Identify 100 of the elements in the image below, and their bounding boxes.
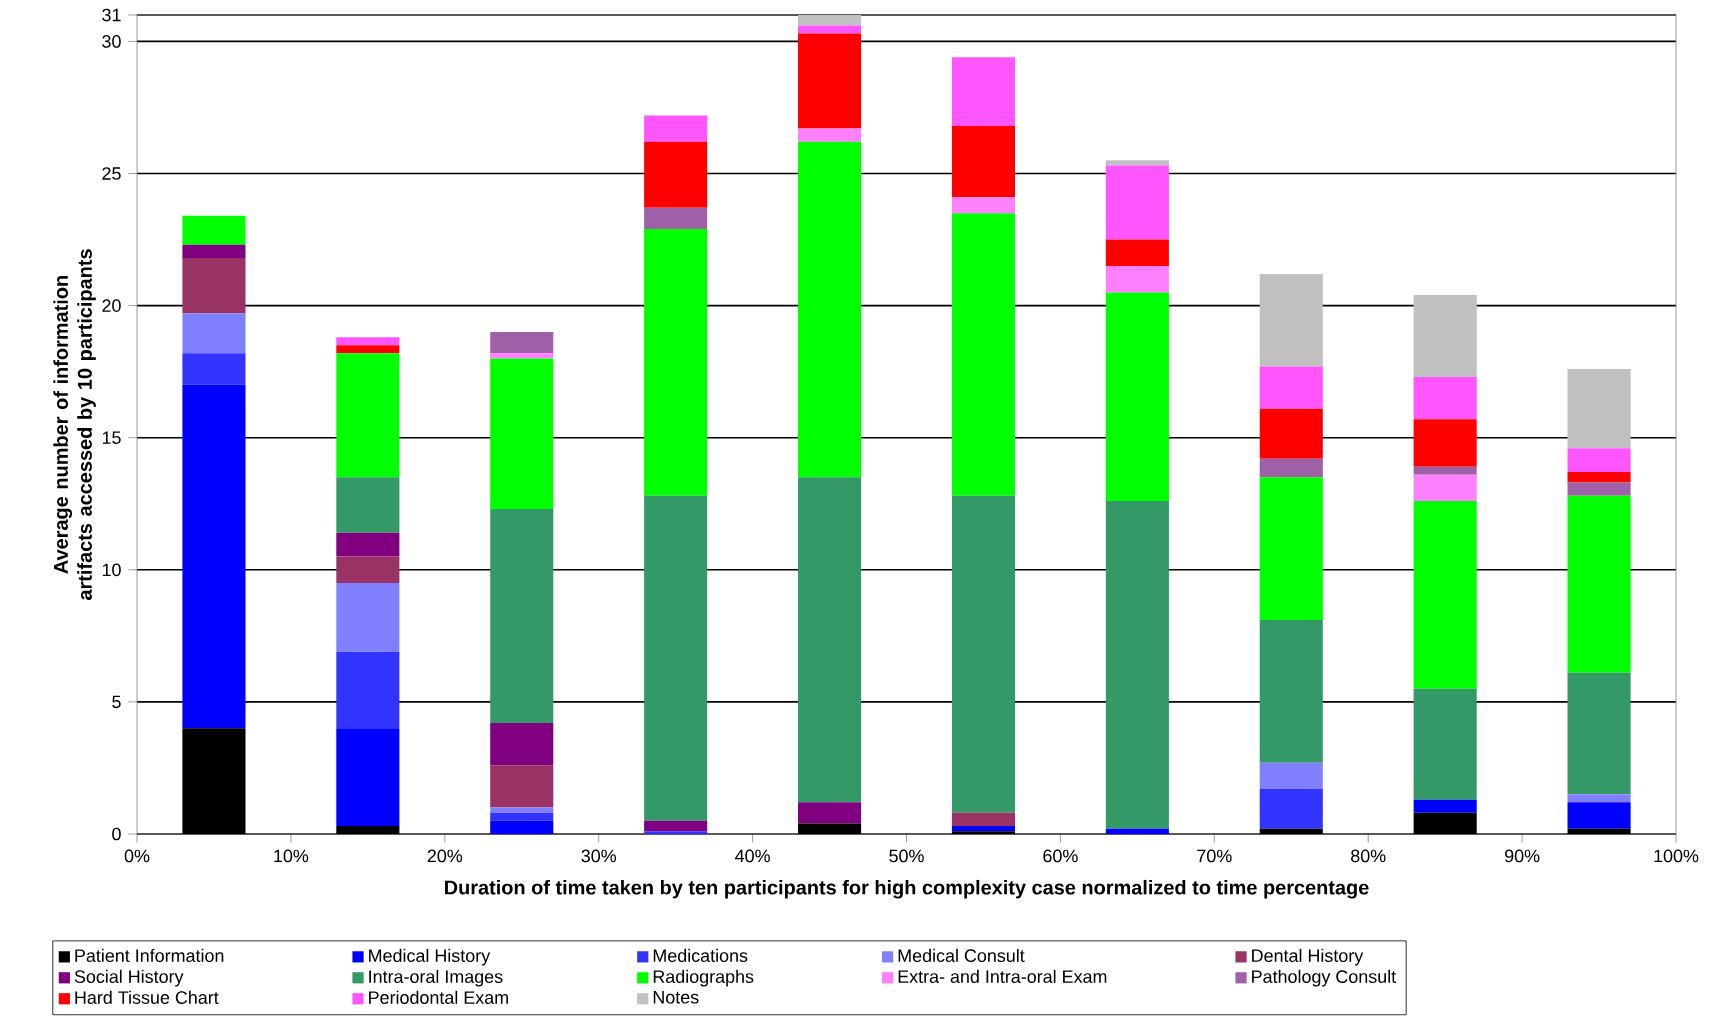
bar: [1259, 458, 1323, 478]
bar: [1105, 501, 1169, 829]
bar: [1413, 295, 1477, 377]
bar: [1567, 495, 1631, 673]
bar: [1413, 501, 1477, 689]
bar: [951, 213, 1016, 496]
bar: [490, 723, 554, 766]
bar: [951, 495, 1016, 813]
bar: [1105, 292, 1169, 502]
bar: [182, 728, 246, 834]
x-tick-label: 20%: [427, 849, 463, 863]
bar: [644, 141, 708, 208]
legend-label: Radiographs: [653, 969, 754, 987]
legend-label: Medical Consult: [898, 948, 1025, 963]
bar: [1259, 273, 1323, 367]
bar: [490, 353, 554, 359]
bar: [336, 556, 400, 584]
bar: [951, 57, 1016, 126]
x-tick-label: 60%: [1043, 849, 1078, 863]
bar: [951, 197, 1016, 214]
bar: [490, 509, 554, 724]
bar: [951, 125, 1016, 198]
bar: [1567, 369, 1631, 449]
bar: [1105, 828, 1169, 834]
bar: [1259, 366, 1323, 409]
x-tick-label: 70%: [1197, 849, 1232, 863]
bar: [1567, 672, 1631, 795]
y-tick-label: 20: [102, 299, 121, 312]
bar: [644, 820, 708, 832]
legend-label: Hard Tissue Chart: [75, 990, 219, 1004]
legend-label: Periodontal Exam: [369, 990, 508, 1004]
x-tick-label: 80%: [1351, 849, 1386, 863]
bar: [182, 215, 246, 245]
bar: [951, 831, 1016, 834]
bar: [1567, 802, 1631, 829]
legend-label: Social History: [74, 969, 184, 987]
y-tick-label: 10: [102, 563, 121, 577]
y-tick-label: 5: [112, 695, 121, 709]
bar: [1259, 620, 1323, 763]
bar: [1105, 160, 1169, 166]
bar: [798, 33, 862, 129]
x-tick-label: 10%: [274, 849, 309, 863]
bar: [798, 128, 862, 142]
x-tick-label: 30%: [581, 849, 617, 863]
bar: [490, 807, 554, 813]
bar: [644, 495, 708, 821]
bar: [336, 477, 400, 533]
bar: [1259, 789, 1323, 829]
bar: [182, 313, 246, 354]
bar: [182, 353, 246, 385]
bar: [1413, 799, 1477, 813]
bar: [336, 337, 400, 346]
y-tick-label: 15: [102, 431, 121, 444]
legend-label: Dental History: [1252, 948, 1364, 966]
bar: [1413, 376, 1477, 420]
y-axis-title: Average number of information artifacts accessed by 10 participants: [53, 249, 96, 600]
bar: [182, 244, 246, 259]
bar: [336, 651, 400, 729]
bar: [1259, 408, 1323, 459]
legend-label: Intra-oral Images: [369, 969, 503, 987]
bar: [644, 228, 708, 496]
x-tick-label: 50%: [889, 849, 924, 863]
bar: [182, 258, 246, 314]
bar: [1413, 466, 1477, 475]
bar: [1105, 239, 1169, 266]
bar: [798, 14, 862, 26]
bar: [490, 358, 554, 510]
bar: [1567, 828, 1631, 834]
bar: [798, 141, 862, 478]
y-tick-label: 25: [102, 167, 121, 180]
bar: [336, 826, 400, 834]
y-tick-label: 31: [102, 8, 121, 22]
legend-label: Medications: [653, 948, 748, 963]
bar: [1259, 477, 1323, 620]
x-tick-label: 100%: [1654, 849, 1699, 863]
legend-label: Medical History: [369, 948, 491, 966]
y-tick-label: 0: [112, 827, 121, 841]
bar: [490, 820, 554, 834]
x-tick-label: 90%: [1505, 849, 1540, 863]
x-tick-label: 40%: [735, 849, 770, 863]
legend-label: Extra- and Intra-oral Exam: [898, 969, 1107, 983]
bar: [336, 728, 400, 827]
bar: [490, 812, 554, 821]
bar: [336, 583, 400, 652]
bar: [336, 353, 400, 478]
bar: [644, 207, 708, 229]
bar: [1259, 828, 1323, 834]
bar: [182, 384, 246, 729]
bar: [1567, 482, 1631, 496]
bar: [951, 826, 1016, 832]
bar: [1567, 794, 1631, 803]
bar: [1105, 265, 1169, 293]
bar: [644, 115, 708, 142]
bar: [1259, 762, 1323, 790]
bar: [798, 802, 862, 824]
bar: [1413, 474, 1477, 502]
legend-label: Notes: [653, 991, 699, 1004]
bar: [1567, 448, 1631, 473]
bar: [490, 332, 554, 354]
legend-label: Patient Information: [75, 948, 224, 963]
